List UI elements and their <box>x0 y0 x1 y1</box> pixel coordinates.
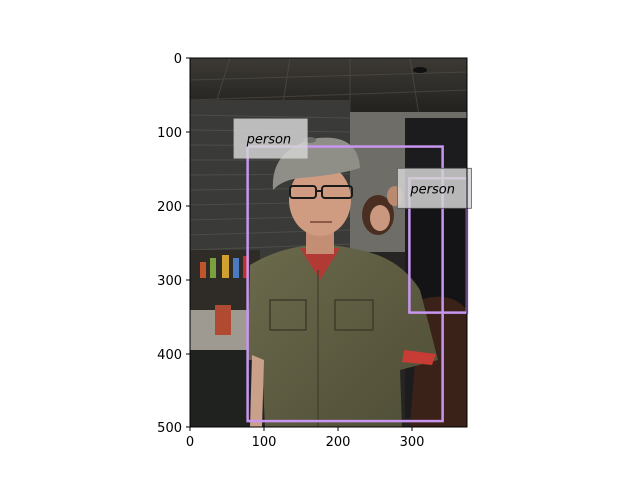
axes-frame <box>189 57 468 428</box>
x-tick-label: 300 <box>400 435 425 450</box>
detection-person-main: person <box>233 118 444 423</box>
detection-layer: person person <box>233 118 472 423</box>
label-text: person <box>246 133 292 148</box>
x-tick-label: 0 <box>186 435 194 450</box>
bounding-box <box>246 145 444 423</box>
y-tick-label: 100 <box>157 126 182 141</box>
y-tick-label: 500 <box>157 421 182 436</box>
label-text: person <box>409 182 455 197</box>
y-tick-label: 0 <box>174 52 182 67</box>
y-tick-label: 300 <box>157 274 182 289</box>
y-tick-label: 200 <box>157 200 182 215</box>
y-tick-label: 400 <box>157 348 182 363</box>
y-axis: 0 100 200 300 400 500 <box>157 52 190 436</box>
label-background <box>396 167 472 209</box>
x-tick-label: 100 <box>252 435 277 450</box>
x-axis: 0 100 200 300 <box>186 427 425 450</box>
label-background <box>233 118 308 159</box>
x-tick-label: 200 <box>326 435 351 450</box>
photo <box>190 58 467 427</box>
